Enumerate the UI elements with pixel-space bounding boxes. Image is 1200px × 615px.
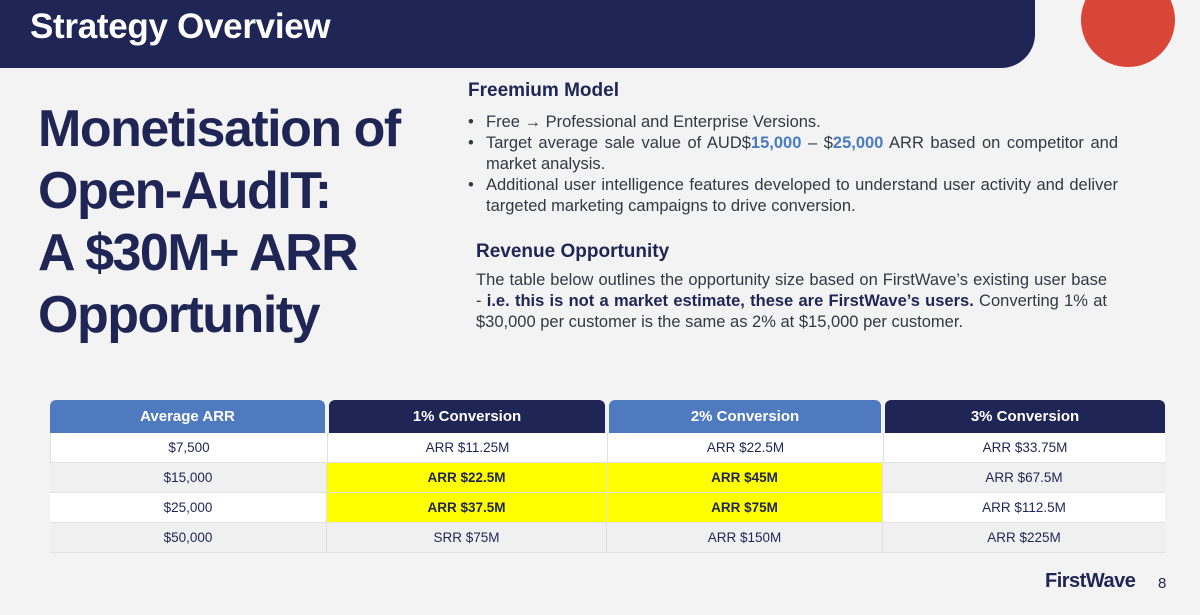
table-cell-highlight: ARR $75M bbox=[607, 493, 883, 522]
table-cell: SRR $75M bbox=[327, 523, 607, 552]
bullet-text: Target average sale value of AUD$ bbox=[486, 134, 751, 152]
table-cell: ARR $22.5M bbox=[608, 433, 884, 462]
bullet-item: Additional user intelligence features de… bbox=[468, 175, 1118, 217]
table-row: $25,000 ARR $37.5M ARR $75M ARR $112.5M bbox=[50, 493, 1165, 523]
col-header-3pct: 3% Conversion bbox=[885, 400, 1165, 433]
bullet-item: Target average sale value of AUD$15,000 … bbox=[468, 133, 1118, 175]
bullet-item: Free → Professional and Enterprise Versi… bbox=[468, 112, 1118, 133]
revenue-heading: Revenue Opportunity bbox=[476, 241, 670, 262]
table-row: $7,500 ARR $11.25M ARR $22.5M ARR $33.75… bbox=[50, 433, 1165, 463]
page-number: 8 bbox=[1158, 575, 1167, 592]
slide-title: Strategy Overview bbox=[30, 7, 331, 46]
col-header-1pct: 1% Conversion bbox=[329, 400, 605, 433]
main-title-line-2: Open-AudIT: bbox=[38, 162, 332, 220]
table-header-row: Average ARR 1% Conversion 2% Conversion … bbox=[50, 400, 1165, 433]
table-cell-highlight: ARR $45M bbox=[607, 463, 883, 492]
price-low: 15,000 bbox=[750, 134, 802, 152]
bullet-text: Professional and Enterprise Versions. bbox=[541, 113, 821, 131]
firstwave-logo: FirstWave bbox=[1045, 570, 1136, 592]
para-text: The table below outlines the opportunity… bbox=[476, 271, 1107, 310]
bullet-text: Free bbox=[486, 113, 525, 131]
freemium-heading: Freemium Model bbox=[468, 80, 619, 101]
para-bold-text: i.e. this is not a market estimate, thes… bbox=[486, 292, 974, 310]
table-cell: $7,500 bbox=[51, 433, 328, 462]
header-bar: Strategy Overview bbox=[0, 0, 1035, 68]
main-title-line-1: Monetisation of bbox=[38, 100, 401, 158]
table-cell: ARR $225M bbox=[987, 530, 1061, 545]
table-cell-highlight: ARR $37.5M bbox=[327, 493, 607, 522]
table-cell: ARR $67.5M bbox=[985, 470, 1063, 485]
price-high: 25,000 bbox=[832, 134, 884, 152]
decorative-circle bbox=[1081, 0, 1175, 67]
arrow-right-icon: → bbox=[524, 113, 542, 131]
main-title-line-3: A $30M+ ARR bbox=[38, 224, 359, 282]
freemium-bullets: Free → Professional and Enterprise Versi… bbox=[468, 112, 1118, 217]
table-cell: $15,000 bbox=[50, 463, 327, 492]
bullet-text: ARR based on competitor and market analy… bbox=[486, 134, 1118, 173]
table-row: $15,000 ARR $22.5M ARR $45M ARR $67.5M bbox=[50, 463, 1165, 493]
col-header-average-arr: Average ARR bbox=[50, 400, 325, 433]
opportunity-table: Average ARR 1% Conversion 2% Conversion … bbox=[50, 400, 1165, 553]
col-header-2pct: 2% Conversion bbox=[609, 400, 881, 433]
bullet-text: – $ bbox=[801, 134, 833, 152]
table-cell: $25,000 bbox=[50, 493, 327, 522]
table-row: $50,000 SRR $75M ARR $150M ARR $225M bbox=[50, 523, 1165, 553]
revenue-paragraph: The table below outlines the opportunity… bbox=[476, 270, 1107, 333]
para-text: Converting 1% at $30,000 per customer is… bbox=[476, 292, 1107, 331]
table-cell-highlight: ARR $22.5M bbox=[327, 463, 607, 492]
table-cell: ARR $11.25M bbox=[328, 433, 608, 462]
table-cell: $50,000 bbox=[50, 523, 327, 552]
main-title-line-4: Opportunity bbox=[38, 286, 321, 344]
table-cell: ARR $150M bbox=[607, 523, 883, 552]
main-title: Monetisation of Open-AudIT: A $30M+ ARR … bbox=[38, 98, 438, 346]
table-cell: ARR $33.75M bbox=[982, 440, 1068, 455]
table-cell: ARR $112.5M bbox=[982, 500, 1066, 515]
